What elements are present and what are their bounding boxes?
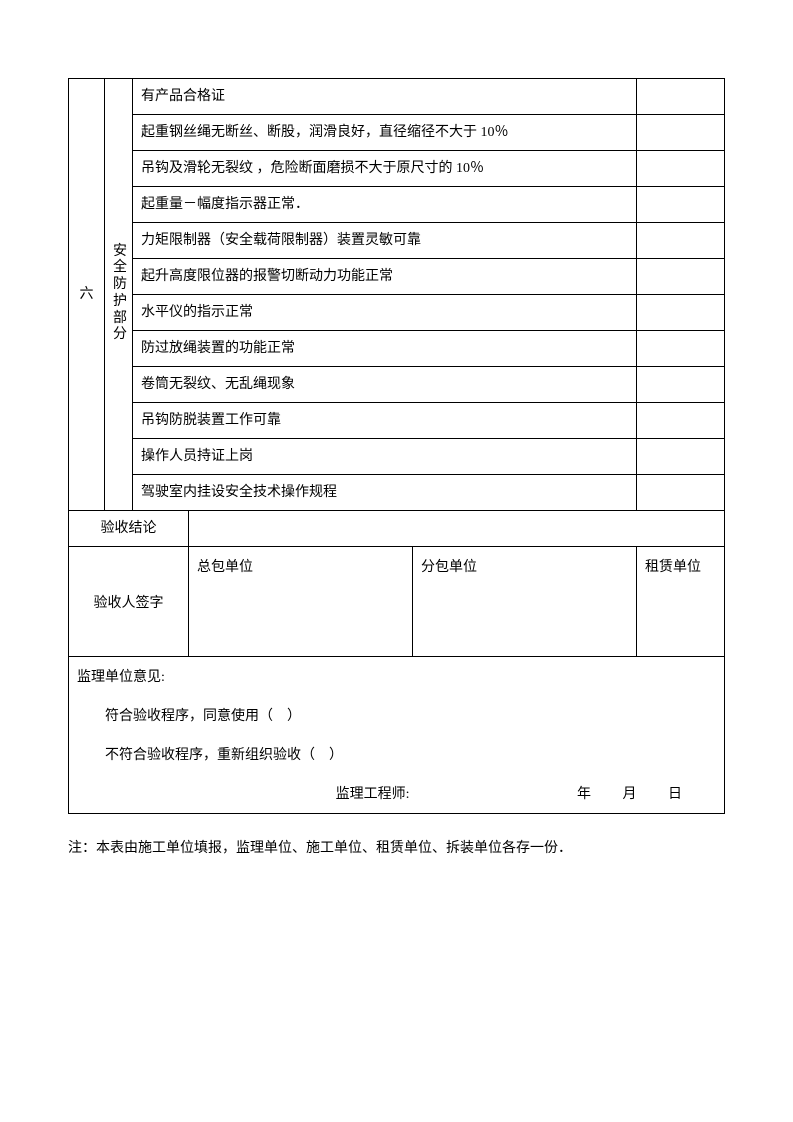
table-row: 吊钩及滑轮无裂纹 ，危险断面磨损不大于原尺寸的 10％: [69, 151, 725, 187]
check-cell: [637, 115, 725, 151]
signature-label: 验收人签字: [69, 547, 189, 657]
check-cell: [637, 295, 725, 331]
table-row: 六 安全防护部分 有产品合格证: [69, 79, 725, 115]
item-text: 起重量－幅度指示器正常．: [133, 187, 637, 223]
table-row: 驾驶室内挂设安全技术操作规程: [69, 475, 725, 511]
check-cell: [637, 439, 725, 475]
opinion-option1: 符合验收程序，同意使用（ ）: [77, 706, 716, 727]
item-text: 力矩限制器（安全载荷限制器）装置灵敏可靠: [133, 223, 637, 259]
item-text: 吊钩防脱装置工作可靠: [133, 403, 637, 439]
conclusion-row: 验收结论: [69, 511, 725, 547]
table-row: 起升高度限位器的报警切断动力功能正常: [69, 259, 725, 295]
section-title: 安全防护部分: [105, 79, 133, 511]
item-text: 有产品合格证: [133, 79, 637, 115]
opinion-option2: 不符合验收程序，重新组织验收（ ）: [77, 745, 716, 766]
check-cell: [637, 367, 725, 403]
signature-row: 验收人签字 总包单位 分包单位 租赁单位: [69, 547, 725, 657]
opinion-footer: 监理工程师: 年 月 日: [77, 784, 716, 805]
item-text: 起重钢丝绳无断丝、断股，润滑良好，直径缩径不大于 10％: [133, 115, 637, 151]
item-text: 吊钩及滑轮无裂纹 ，危险断面磨损不大于原尺寸的 10％: [133, 151, 637, 187]
check-cell: [637, 187, 725, 223]
signature-col2: 分包单位: [412, 547, 636, 657]
item-text: 防过放绳装置的功能正常: [133, 331, 637, 367]
date-month: 月: [623, 784, 637, 805]
inspection-table: 六 安全防护部分 有产品合格证 起重钢丝绳无断丝、断股，润滑良好，直径缩径不大于…: [68, 78, 725, 814]
table-row: 吊钩防脱装置工作可靠: [69, 403, 725, 439]
table-row: 卷筒无裂纹、无乱绳现象: [69, 367, 725, 403]
table-row: 防过放绳装置的功能正常: [69, 331, 725, 367]
opinion-title: 监理单位意见:: [77, 667, 716, 688]
opinion-row: 监理单位意见: 符合验收程序，同意使用（ ） 不符合验收程序，重新组织验收（ ）…: [69, 657, 725, 814]
table-row: 力矩限制器（安全载荷限制器）装置灵敏可靠: [69, 223, 725, 259]
item-text: 驾驶室内挂设安全技术操作规程: [133, 475, 637, 511]
opinion-cell: 监理单位意见: 符合验收程序，同意使用（ ） 不符合验收程序，重新组织验收（ ）…: [69, 657, 725, 814]
table-row: 起重钢丝绳无断丝、断股，润滑良好，直径缩径不大于 10％: [69, 115, 725, 151]
table-row: 水平仪的指示正常: [69, 295, 725, 331]
footnote: 注：本表由施工单位填报，监理单位、施工单位、租赁单位、拆装单位各存一份．: [68, 838, 725, 860]
check-cell: [637, 259, 725, 295]
check-cell: [637, 403, 725, 439]
item-text: 水平仪的指示正常: [133, 295, 637, 331]
check-cell: [637, 151, 725, 187]
table-row: 操作人员持证上岗: [69, 439, 725, 475]
conclusion-label: 验收结论: [69, 511, 189, 547]
conclusion-value: [189, 511, 725, 547]
check-cell: [637, 475, 725, 511]
check-cell: [637, 79, 725, 115]
item-text: 卷筒无裂纹、无乱绳现象: [133, 367, 637, 403]
section-number: 六: [69, 79, 105, 511]
date-day: 日: [668, 784, 682, 805]
check-cell: [637, 331, 725, 367]
signature-col3: 租赁单位: [637, 547, 725, 657]
signature-col1: 总包单位: [189, 547, 413, 657]
table-row: 起重量－幅度指示器正常．: [69, 187, 725, 223]
date-year: 年: [577, 784, 591, 805]
engineer-label: 监理工程师:: [336, 784, 410, 805]
check-cell: [637, 223, 725, 259]
item-text: 起升高度限位器的报警切断动力功能正常: [133, 259, 637, 295]
item-text: 操作人员持证上岗: [133, 439, 637, 475]
